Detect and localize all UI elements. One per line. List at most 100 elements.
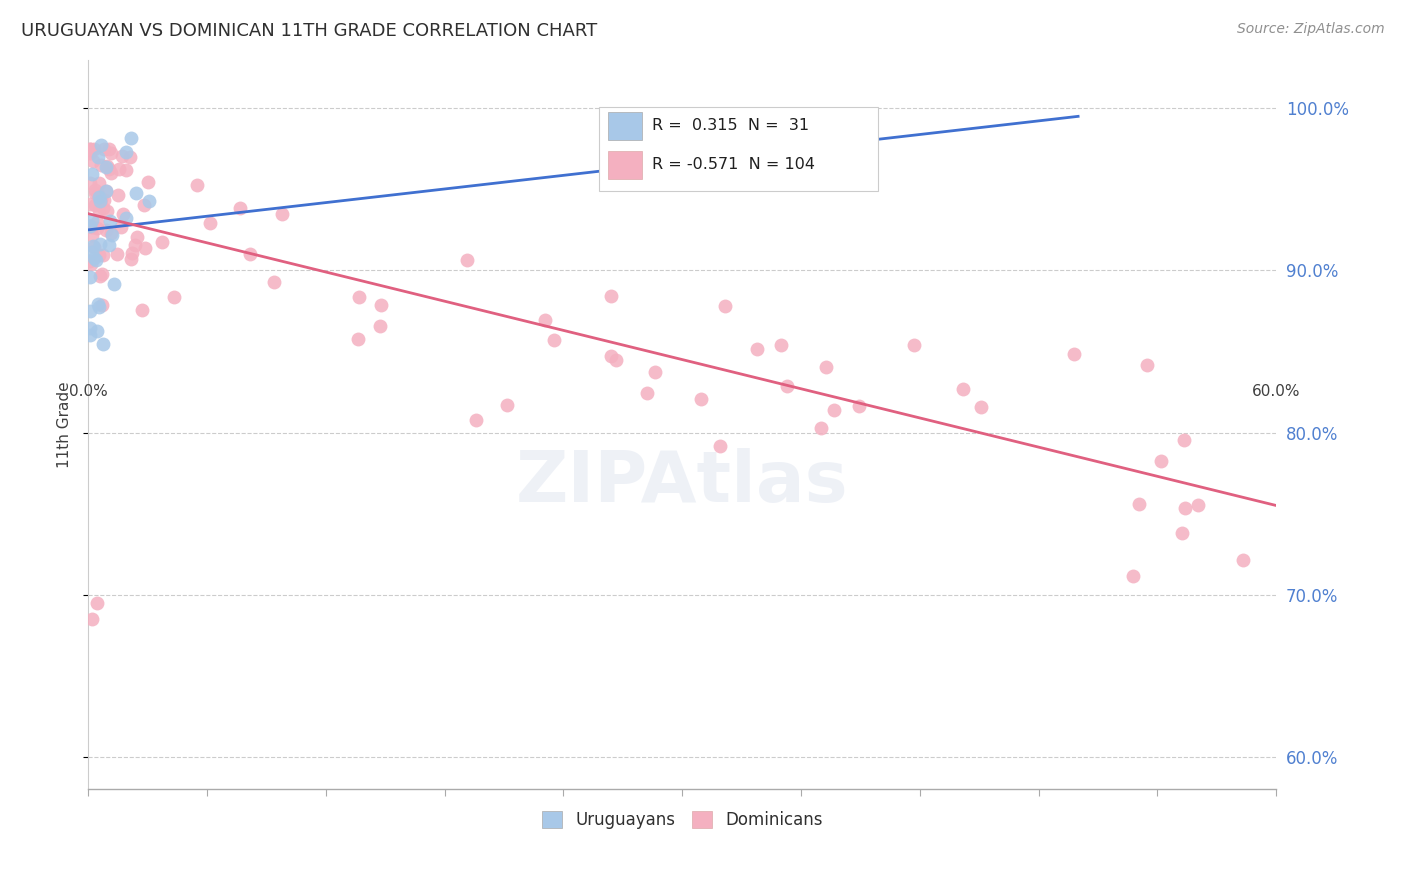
Point — [79, 328, 101, 343]
Point — [347, 290, 370, 304]
Point — [83, 239, 105, 253]
Point — [83, 186, 105, 200]
Point — [79, 142, 101, 156]
Point — [134, 198, 156, 212]
Point — [89, 194, 111, 209]
Point — [84, 198, 107, 212]
Point — [775, 379, 797, 393]
Point — [97, 237, 120, 252]
Point — [87, 203, 110, 218]
Point — [82, 220, 104, 235]
Point — [79, 257, 101, 271]
Point — [465, 413, 488, 427]
Point — [90, 137, 112, 152]
Point — [644, 365, 666, 379]
Point — [1173, 433, 1195, 447]
Point — [80, 167, 103, 181]
Point — [814, 360, 837, 375]
Point — [495, 398, 517, 412]
Point — [952, 382, 974, 396]
Point — [79, 143, 101, 157]
Point — [271, 207, 294, 221]
Point — [94, 184, 117, 198]
Point — [100, 227, 122, 241]
Point — [89, 268, 111, 283]
Point — [534, 313, 557, 327]
Point — [124, 186, 146, 201]
Point — [163, 290, 186, 304]
Point — [118, 150, 141, 164]
Point — [115, 145, 138, 160]
Point — [79, 177, 101, 191]
Point — [1128, 497, 1150, 511]
Point — [456, 253, 478, 268]
Point — [543, 333, 565, 347]
Point — [709, 439, 731, 453]
Point — [745, 342, 768, 356]
Point — [125, 230, 148, 244]
Point — [823, 403, 845, 417]
FancyBboxPatch shape — [609, 112, 641, 140]
Point — [98, 214, 121, 228]
FancyBboxPatch shape — [609, 151, 641, 178]
Point — [79, 254, 101, 268]
Point — [79, 270, 101, 285]
Point — [97, 161, 120, 176]
Point — [111, 148, 134, 162]
Point — [1063, 346, 1085, 360]
Point — [80, 245, 103, 260]
Point — [121, 245, 143, 260]
Point — [90, 193, 112, 207]
Point — [82, 212, 104, 227]
Point — [96, 204, 118, 219]
Point — [96, 160, 118, 174]
Point — [1232, 553, 1254, 567]
Text: Source: ZipAtlas.com: Source: ZipAtlas.com — [1237, 22, 1385, 37]
Point — [1171, 526, 1194, 541]
Point — [903, 338, 925, 352]
Point — [94, 184, 117, 198]
Point — [107, 162, 129, 177]
Point — [136, 176, 159, 190]
Point — [347, 332, 370, 346]
Point — [124, 238, 146, 252]
Point — [368, 318, 391, 333]
Point — [229, 201, 252, 215]
Point — [138, 194, 160, 209]
Point — [636, 385, 658, 400]
Point — [93, 142, 115, 156]
Point — [79, 197, 101, 211]
Point — [115, 211, 138, 225]
Point — [100, 145, 122, 160]
Point — [98, 142, 121, 156]
Point — [89, 300, 111, 314]
Text: ZIPAtlas: ZIPAtlas — [516, 449, 848, 517]
Point — [87, 297, 110, 311]
Point — [93, 247, 115, 261]
Point — [600, 289, 623, 303]
Text: R =  0.315  N =  31: R = 0.315 N = 31 — [652, 119, 810, 134]
Point — [689, 392, 711, 406]
Point — [87, 187, 110, 202]
Point — [86, 214, 108, 228]
Point — [134, 241, 156, 255]
Point — [107, 187, 129, 202]
Point — [1122, 569, 1144, 583]
Point — [848, 400, 870, 414]
Point — [605, 353, 627, 368]
Point — [101, 227, 124, 242]
Point — [263, 275, 285, 289]
Text: 0.0%: 0.0% — [69, 384, 107, 400]
Point — [1174, 500, 1197, 515]
Point — [84, 253, 107, 268]
Point — [599, 349, 621, 363]
Point — [80, 612, 103, 626]
Point — [770, 338, 793, 352]
Point — [79, 219, 101, 234]
Point — [150, 235, 173, 249]
Point — [82, 239, 104, 253]
Point — [1136, 358, 1159, 372]
Point — [79, 321, 101, 335]
Point — [810, 420, 832, 434]
FancyBboxPatch shape — [599, 107, 879, 191]
